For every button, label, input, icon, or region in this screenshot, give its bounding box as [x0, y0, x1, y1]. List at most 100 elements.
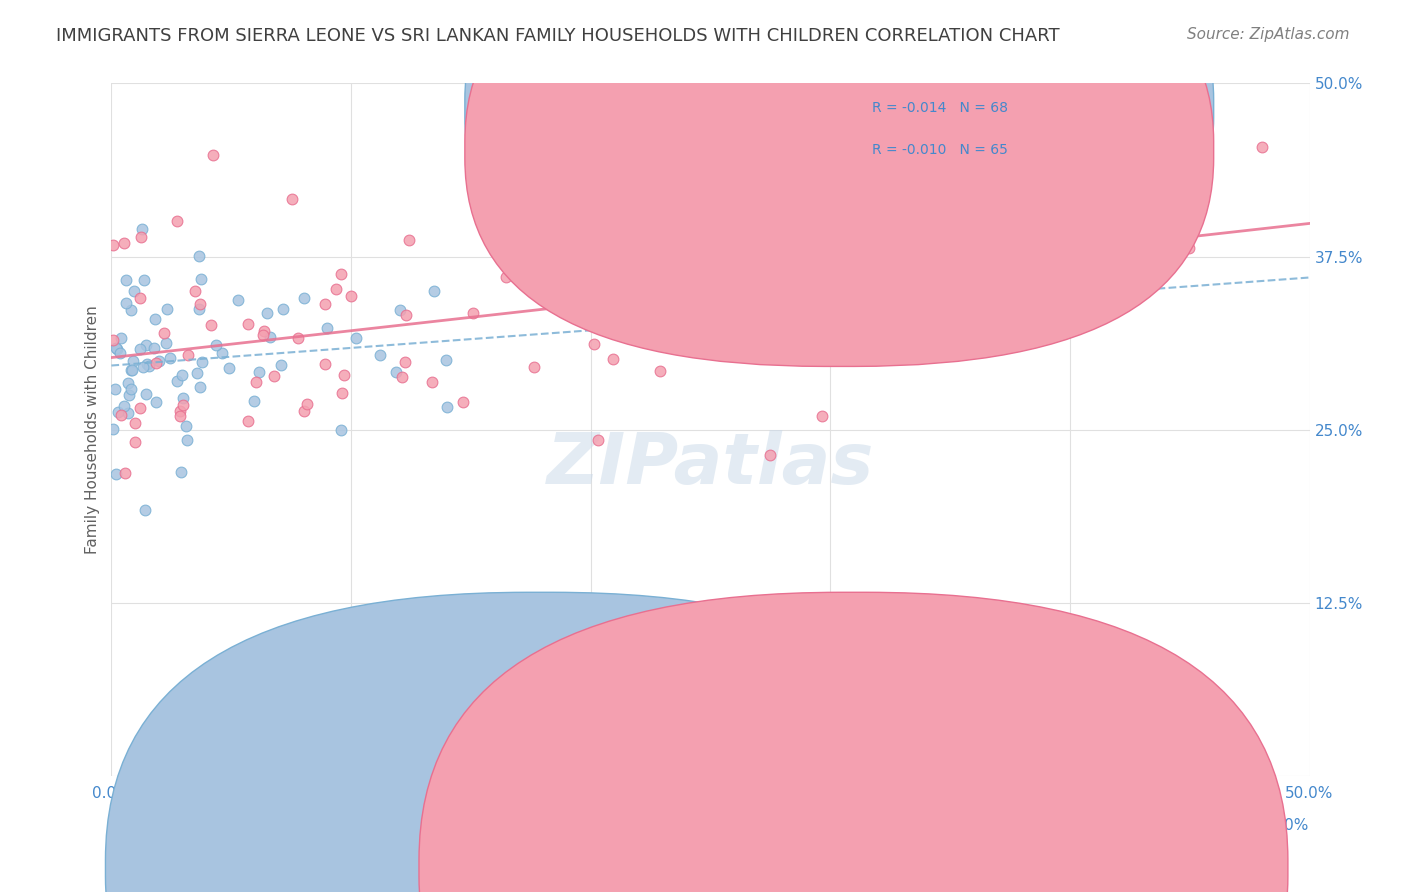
- Immigrants from Sierra Leone: [436, 400, 458, 414]
- Immigrants from Sierra Leone: [434, 352, 457, 367]
- Sri Lankans: [463, 306, 485, 320]
- Immigrants from Sierra Leone: [256, 306, 278, 320]
- Sri Lankans: [112, 235, 135, 250]
- Sri Lankans: [564, 300, 586, 314]
- Immigrants from Sierra Leone: [104, 382, 127, 396]
- Sri Lankans: [905, 173, 928, 187]
- Sri Lankans: [124, 416, 146, 430]
- Sri Lankans: [1250, 139, 1272, 153]
- Text: Source: ZipAtlas.com: Source: ZipAtlas.com: [1187, 27, 1350, 42]
- Text: IMMIGRANTS FROM SIERRA LEONE VS SRI LANKAN FAMILY HOUSEHOLDS WITH CHILDREN CORRE: IMMIGRANTS FROM SIERRA LEONE VS SRI LANK…: [56, 27, 1060, 45]
- Sri Lankans: [281, 192, 304, 206]
- Immigrants from Sierra Leone: [136, 358, 159, 372]
- Sri Lankans: [172, 398, 194, 412]
- Immigrants from Sierra Leone: [145, 394, 167, 409]
- Sri Lankans: [188, 297, 211, 311]
- Immigrants from Sierra Leone: [135, 387, 157, 401]
- Text: R = -0.010   N = 65: R = -0.010 N = 65: [872, 143, 1008, 157]
- Sri Lankans: [200, 318, 222, 332]
- Immigrants from Sierra Leone: [110, 345, 132, 359]
- Sri Lankans: [201, 147, 224, 161]
- Sri Lankans: [166, 214, 188, 228]
- Sri Lankans: [129, 230, 152, 244]
- Sri Lankans: [252, 328, 274, 343]
- Immigrants from Sierra Leone: [388, 303, 411, 318]
- Immigrants from Sierra Leone: [191, 355, 214, 369]
- Sri Lankans: [177, 348, 200, 362]
- Immigrants from Sierra Leone: [132, 359, 155, 374]
- Sri Lankans: [623, 201, 645, 215]
- Immigrants from Sierra Leone: [138, 359, 160, 373]
- Immigrants from Sierra Leone: [344, 331, 367, 345]
- Immigrants from Sierra Leone: [247, 365, 270, 379]
- Sri Lankans: [153, 326, 176, 340]
- Text: R = -0.014   N = 68: R = -0.014 N = 68: [872, 102, 1008, 115]
- Sri Lankans: [333, 368, 356, 383]
- Immigrants from Sierra Leone: [107, 405, 129, 419]
- Sri Lankans: [110, 408, 132, 422]
- Sri Lankans: [169, 409, 191, 423]
- Immigrants from Sierra Leone: [134, 273, 156, 287]
- Sri Lankans: [619, 153, 641, 167]
- Immigrants from Sierra Leone: [118, 388, 141, 402]
- Immigrants from Sierra Leone: [115, 296, 138, 310]
- Immigrants from Sierra Leone: [368, 348, 391, 362]
- Sri Lankans: [811, 409, 834, 424]
- Immigrants from Sierra Leone: [120, 303, 142, 318]
- Immigrants from Sierra Leone: [166, 374, 188, 388]
- Sri Lankans: [329, 267, 352, 281]
- Y-axis label: Family Households with Children: Family Households with Children: [86, 305, 100, 554]
- Sri Lankans: [451, 395, 474, 409]
- Immigrants from Sierra Leone: [170, 368, 193, 382]
- Sri Lankans: [391, 370, 413, 384]
- Sri Lankans: [398, 233, 420, 247]
- Immigrants from Sierra Leone: [103, 422, 125, 436]
- Immigrants from Sierra Leone: [105, 342, 128, 356]
- Sri Lankans: [394, 355, 416, 369]
- Immigrants from Sierra Leone: [259, 329, 281, 343]
- Immigrants from Sierra Leone: [423, 284, 446, 298]
- Sri Lankans: [648, 363, 671, 377]
- Sri Lankans: [124, 434, 146, 449]
- Immigrants from Sierra Leone: [155, 336, 177, 351]
- Immigrants from Sierra Leone: [330, 423, 353, 437]
- Immigrants from Sierra Leone: [121, 363, 143, 377]
- Sri Lankans: [602, 351, 624, 366]
- Sri Lankans: [1092, 232, 1115, 246]
- Immigrants from Sierra Leone: [190, 271, 212, 285]
- Sri Lankans: [332, 386, 354, 401]
- Sri Lankans: [395, 308, 418, 322]
- Sri Lankans: [169, 404, 191, 418]
- Immigrants from Sierra Leone: [243, 393, 266, 408]
- Sri Lankans: [758, 449, 780, 463]
- Immigrants from Sierra Leone: [385, 365, 408, 379]
- Immigrants from Sierra Leone: [169, 465, 191, 479]
- Text: ZIPatlas: ZIPatlas: [547, 430, 875, 499]
- Immigrants from Sierra Leone: [292, 291, 315, 305]
- FancyBboxPatch shape: [465, 0, 1213, 367]
- FancyBboxPatch shape: [794, 77, 1178, 174]
- Sri Lankans: [325, 281, 347, 295]
- Sri Lankans: [297, 397, 319, 411]
- Immigrants from Sierra Leone: [226, 293, 249, 308]
- Immigrants from Sierra Leone: [204, 338, 226, 352]
- Immigrants from Sierra Leone: [176, 433, 198, 447]
- Immigrants from Sierra Leone: [131, 221, 153, 235]
- FancyBboxPatch shape: [465, 0, 1213, 325]
- Sri Lankans: [287, 331, 309, 345]
- Sri Lankans: [245, 376, 267, 390]
- Sri Lankans: [860, 327, 883, 342]
- Sri Lankans: [114, 466, 136, 480]
- Immigrants from Sierra Leone: [135, 338, 157, 352]
- Immigrants from Sierra Leone: [188, 380, 211, 394]
- Sri Lankans: [582, 337, 605, 351]
- Sri Lankans: [860, 248, 883, 262]
- Immigrants from Sierra Leone: [104, 341, 127, 355]
- Immigrants from Sierra Leone: [159, 351, 181, 365]
- Immigrants from Sierra Leone: [112, 399, 135, 413]
- Sri Lankans: [606, 216, 628, 230]
- Sri Lankans: [314, 297, 336, 311]
- Immigrants from Sierra Leone: [129, 342, 152, 356]
- Sri Lankans: [128, 401, 150, 415]
- Text: 0.0%: 0.0%: [111, 818, 150, 833]
